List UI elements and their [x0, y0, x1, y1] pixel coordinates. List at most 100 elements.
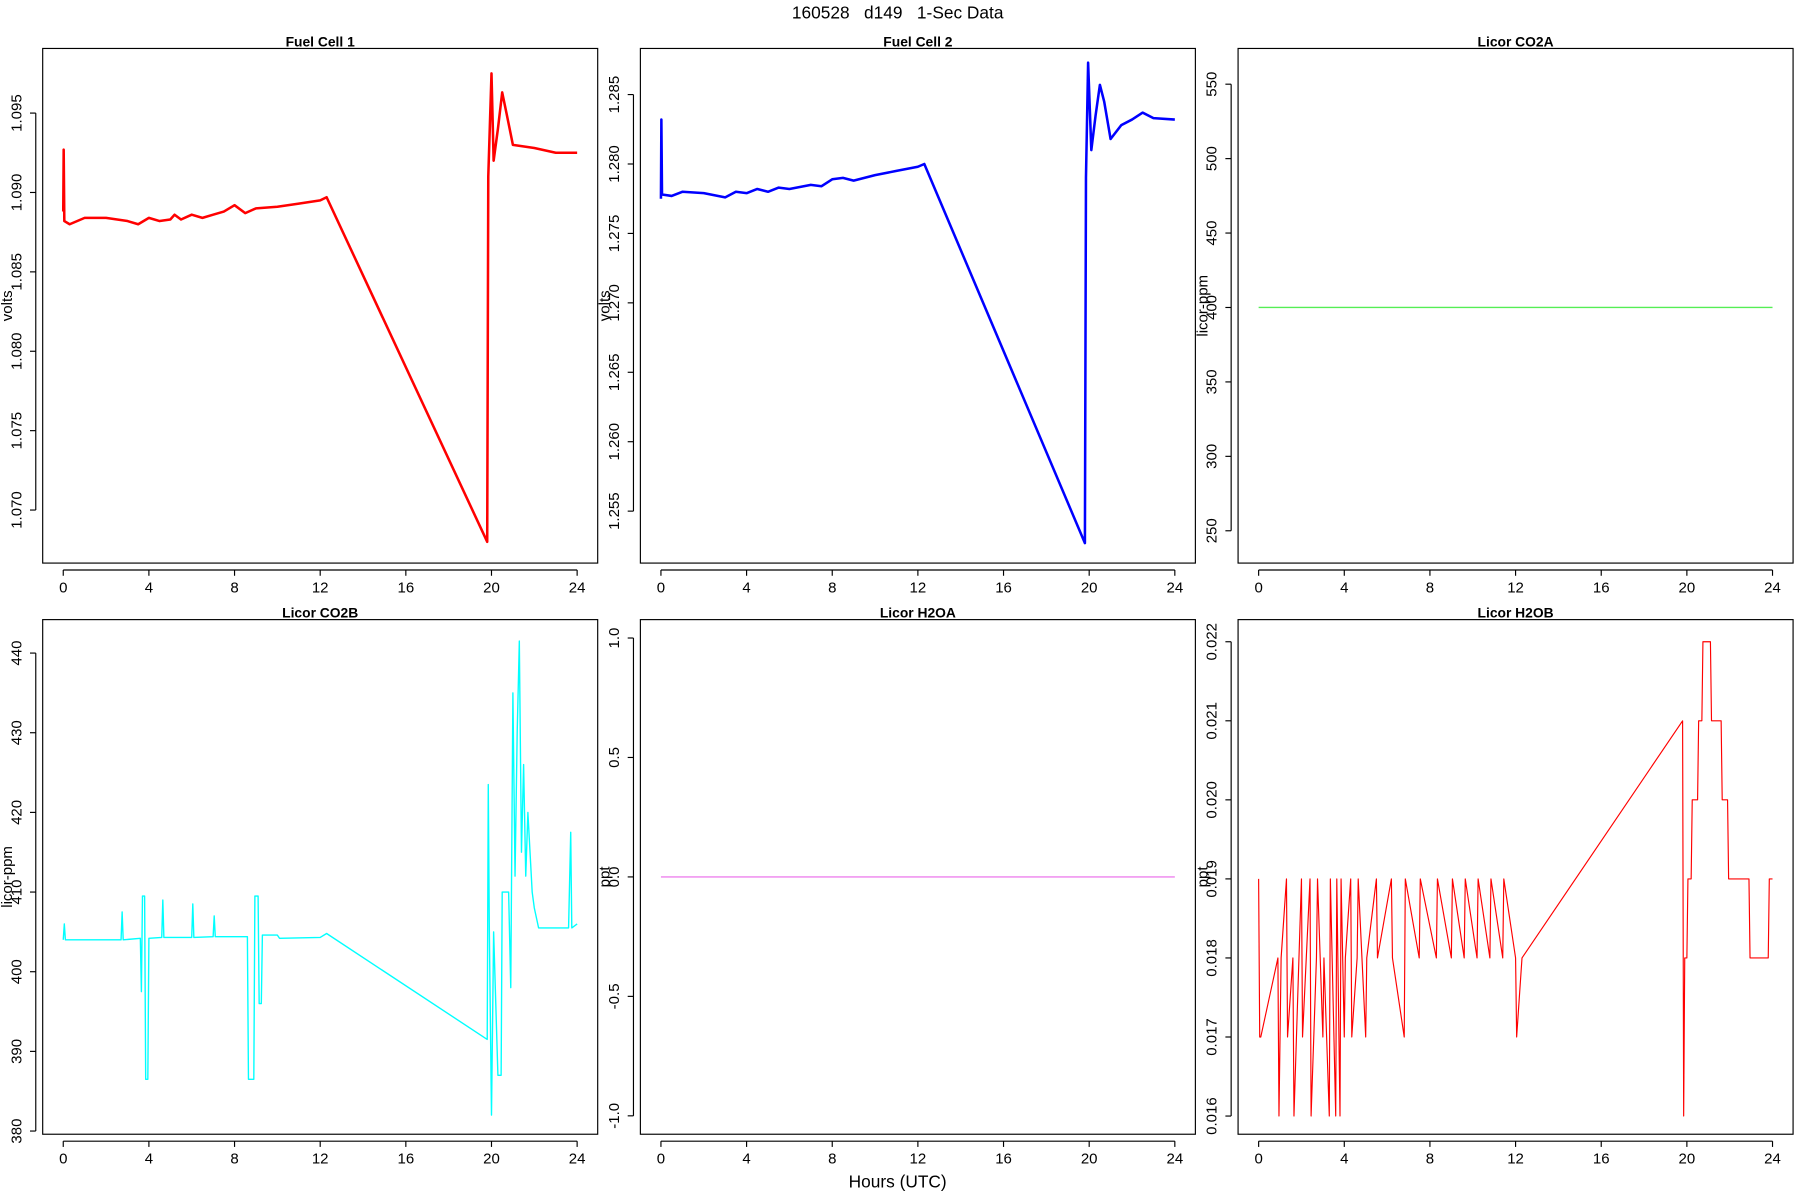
y-tick-label: 350: [1204, 369, 1221, 394]
y-tick-label: 0.016: [1204, 1097, 1221, 1135]
data-line: [62, 640, 578, 1116]
y-tick-label: 0.021: [1204, 702, 1221, 740]
x-tick-label: 8: [1426, 579, 1434, 596]
x-tick-label: 0: [59, 1151, 67, 1168]
y-axis-label: ppt: [597, 866, 614, 888]
x-tick-label: 20: [1081, 579, 1098, 596]
x-tick-label: 4: [1340, 1151, 1348, 1168]
panel: Licor H2OB ppt 0 4 8 12 16 20 24 0.016 0.017 0.018 0…: [1194, 605, 1794, 1168]
y-tick-label: 300: [1204, 444, 1221, 469]
y-tick-label: 420: [8, 800, 25, 825]
x-tick-label: 16: [397, 1151, 414, 1168]
y-tick-label: 1.255: [606, 492, 623, 530]
x-tick-label: 12: [1507, 1151, 1524, 1168]
x-tick-label: 12: [312, 579, 329, 596]
x-tick-label: 0: [1254, 1151, 1262, 1168]
x-tick-label: 24: [569, 1151, 586, 1168]
data-line: [659, 61, 1175, 545]
y-tick-label: 440: [8, 641, 25, 666]
x-tick-label: 4: [145, 579, 153, 596]
x-tick-label: 16: [995, 579, 1012, 596]
x-tick-label: 4: [742, 1151, 750, 1168]
y-tick-label: 380: [8, 1119, 25, 1144]
y-tick-label: 450: [1204, 221, 1221, 246]
y-tick-label: 0.022: [1204, 623, 1221, 661]
y-tick-label: 400: [8, 959, 25, 984]
y-tick-label: 1.270: [606, 284, 623, 322]
x-tick-label: 24: [1764, 1151, 1781, 1168]
y-tick-label: 550: [1204, 72, 1221, 97]
y-tick-label: 410: [8, 880, 25, 905]
y-axis-label: licor-ppm: [0, 846, 16, 908]
y-tick-label: 1.095: [8, 94, 25, 132]
y-tick-label: 430: [8, 720, 25, 745]
panel-title: Licor H2OB: [1478, 605, 1554, 621]
x-tick-label: 0: [59, 579, 67, 596]
x-tick-label: 12: [1507, 579, 1524, 596]
y-tick-label: 250: [1204, 518, 1221, 543]
panel: Licor H2OA ppt 0 4 8 12 16 20 24 -1.0 -0.5 0.0 0.5 1.…: [597, 605, 1196, 1168]
plot-frame: [42, 619, 599, 1135]
y-axis-label: volts: [597, 290, 614, 321]
x-tick-label: 0: [657, 1151, 665, 1168]
y-tick-label: 400: [1204, 295, 1221, 320]
plot-frame: [1237, 47, 1794, 564]
plot-area: [61, 72, 578, 544]
y-tick-label: 1.080: [8, 332, 25, 370]
x-tick-label: 8: [828, 1151, 836, 1168]
plot-area: [1258, 641, 1773, 1117]
y-axis-label: ppt: [1194, 866, 1211, 888]
panel: Fuel Cell 1 volts 0 4 8 12 16 20 24 1.070 1.075 1.0…: [0, 33, 599, 596]
y-tick-label: 1.260: [606, 423, 623, 461]
panel: Licor CO2B licor-ppm 0 4 8 12 16 20 24 380 390 400 4…: [0, 605, 599, 1168]
x-tick-label: 8: [1426, 1151, 1434, 1168]
y-tick-label: 0.017: [1204, 1018, 1221, 1056]
plot-area: [62, 640, 578, 1116]
x-axis-label: Hours (UTC): [849, 1171, 947, 1191]
panel-title: Fuel Cell 2: [883, 33, 952, 49]
y-tick-label: 1.265: [606, 354, 623, 392]
panel: Licor CO2A licor-ppm 0 4 8 12 16 20 24 250 300 350 4…: [1194, 33, 1794, 596]
plot-frame: [42, 47, 599, 564]
y-tick-label: 0.019: [1204, 860, 1221, 898]
panel-title: Licor H2OA: [880, 605, 956, 621]
x-tick-label: 8: [230, 1151, 238, 1168]
x-tick-label: 16: [1593, 579, 1610, 596]
y-tick-label: 1.070: [8, 491, 25, 529]
x-tick-label: 16: [397, 579, 414, 596]
y-tick-label: 500: [1204, 146, 1221, 171]
y-tick-label: 1.085: [8, 253, 25, 291]
plot-frame: [639, 47, 1196, 564]
y-tick-label: 1.090: [8, 174, 25, 212]
x-tick-label: 20: [1081, 1151, 1098, 1168]
figure-title: 160528 d149 1-Sec Data: [792, 2, 1004, 22]
data-line: [61, 72, 578, 544]
x-tick-label: 12: [312, 1151, 329, 1168]
y-tick-label: 390: [8, 1039, 25, 1064]
panel-title: Licor CO2A: [1478, 33, 1554, 49]
x-tick-label: 4: [1340, 579, 1348, 596]
y-axis-label: volts: [0, 290, 16, 321]
y-tick-label: 0.020: [1204, 781, 1221, 819]
plot-frame: [1237, 619, 1794, 1135]
y-tick-label: 1.275: [606, 215, 623, 253]
y-tick-label: -0.5: [606, 983, 623, 1009]
y-tick-label: 0.5: [606, 747, 623, 768]
x-tick-label: 24: [1764, 579, 1781, 596]
x-tick-label: 8: [230, 579, 238, 596]
x-tick-label: 24: [569, 579, 586, 596]
x-tick-label: 24: [1166, 579, 1183, 596]
plot-frame: [639, 619, 1196, 1135]
x-tick-label: 24: [1166, 1151, 1183, 1168]
x-tick-label: 0: [1254, 579, 1262, 596]
y-tick-label: 0.018: [1204, 939, 1221, 977]
panel: Fuel Cell 2 volts 0 4 8 12 16 20 24 1.255 1.260 1.2…: [597, 33, 1196, 596]
x-tick-label: 16: [1593, 1151, 1610, 1168]
x-tick-label: 20: [1679, 579, 1696, 596]
x-tick-label: 20: [483, 579, 500, 596]
x-tick-label: 12: [910, 579, 927, 596]
data-line: [1258, 641, 1773, 1117]
plot-area: [659, 61, 1175, 545]
y-tick-label: 1.285: [606, 76, 623, 114]
